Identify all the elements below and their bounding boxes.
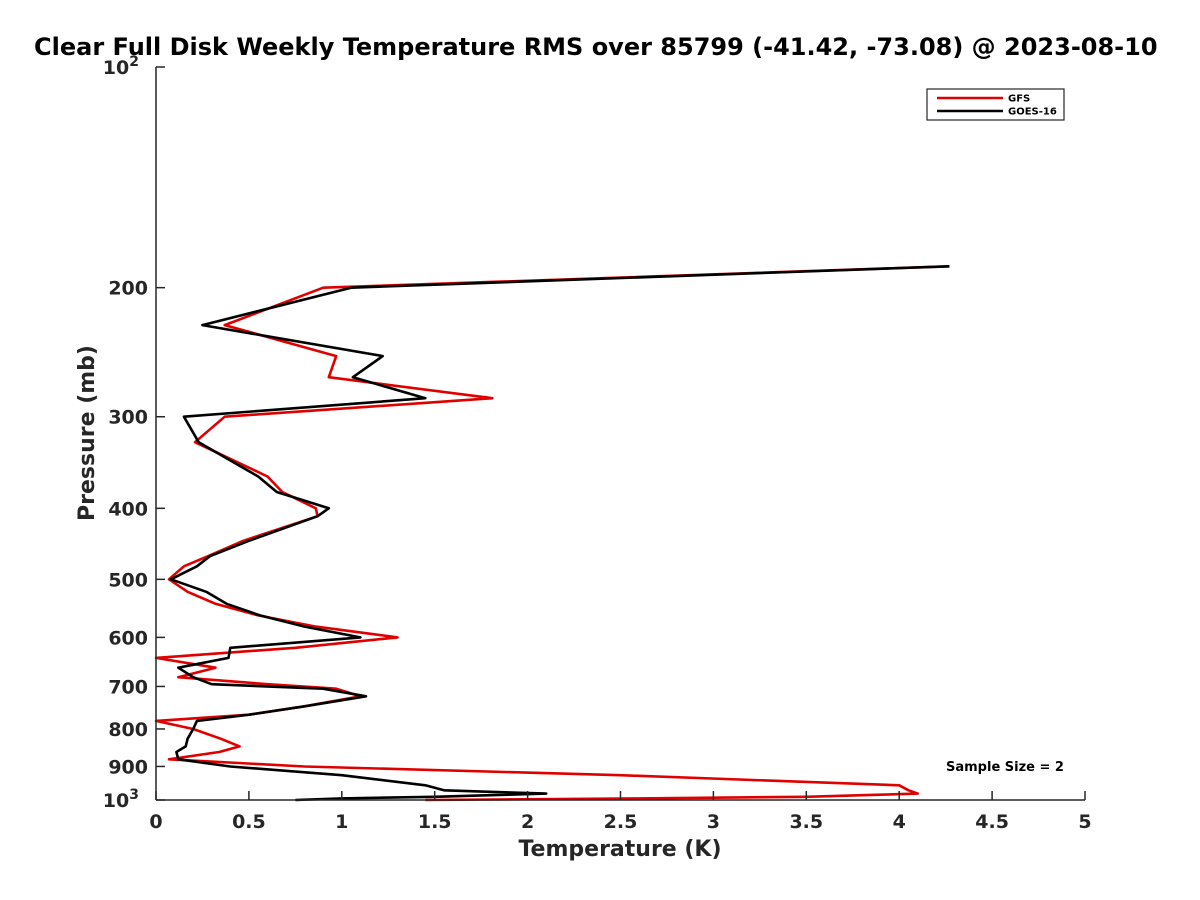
y-tick-label: 600	[108, 627, 148, 649]
legend-label-goes16: GOES-16	[1008, 107, 1057, 118]
x-tick-label: 3.5	[789, 811, 823, 833]
x-tick-label: 5	[1078, 811, 1091, 833]
x-tick-label: 4	[893, 811, 906, 833]
y-tick-label: 900	[108, 756, 148, 778]
x-tick-label: 2	[521, 811, 534, 833]
legend-box	[926, 88, 1065, 121]
legend: GFS GOES-16	[926, 88, 1065, 121]
x-axis-label: Temperature (K)	[518, 837, 721, 862]
y-tick-label: 103	[103, 787, 139, 812]
y-tick-label: 700	[108, 676, 148, 698]
ticks: 0 0.5 1 1.5 2 2.5 3 3.5 4 4.5 5 102 200 300 400 500 600 7…	[103, 54, 1092, 833]
y-tick-label: 500	[108, 569, 148, 591]
x-tick-label: 0	[149, 811, 162, 833]
x-tick-label: 3	[707, 811, 720, 833]
y-tick-label: 400	[108, 498, 148, 520]
x-tick-label: 4.5	[975, 811, 1009, 833]
chart-title: Clear Full Disk Weekly Temperature RMS o…	[34, 33, 1158, 61]
y-axis-label: Pressure (mb)	[75, 345, 100, 521]
legend-label-gfs: GFS	[1008, 94, 1030, 105]
x-tick-label: 1	[335, 811, 348, 833]
y-tick-label: 102	[103, 54, 139, 79]
y-tick-label: 800	[108, 719, 148, 741]
x-tick-label: 2.5	[604, 811, 638, 833]
y-tick-label: 300	[108, 407, 148, 429]
sample-size-annotation: Sample Size = 2	[946, 760, 1064, 775]
y-tick-label: 200	[108, 278, 148, 300]
x-tick-label: 1.5	[418, 811, 452, 833]
series-line-goes16	[169, 265, 950, 802]
x-tick-label: 0.5	[232, 811, 266, 833]
